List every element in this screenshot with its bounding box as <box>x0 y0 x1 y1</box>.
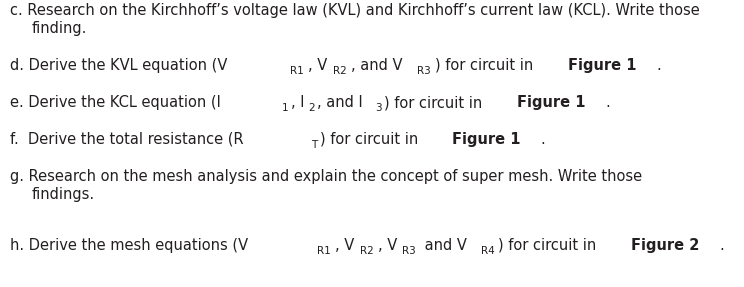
Text: 1: 1 <box>282 103 289 113</box>
Text: 2: 2 <box>308 103 315 113</box>
Text: R2: R2 <box>360 246 373 256</box>
Text: R1: R1 <box>317 246 331 256</box>
Text: and V: and V <box>420 238 467 253</box>
Text: , and V: , and V <box>351 58 403 73</box>
Text: R3: R3 <box>403 246 416 256</box>
Text: f.  Derive the total resistance (R: f. Derive the total resistance (R <box>10 132 243 147</box>
Text: .: . <box>541 132 545 147</box>
Text: d. Derive the KVL equation (V: d. Derive the KVL equation (V <box>10 58 228 73</box>
Text: 3: 3 <box>376 103 382 113</box>
Text: ) for circuit in: ) for circuit in <box>498 238 601 253</box>
Text: e. Derive the KCL equation (I: e. Derive the KCL equation (I <box>10 95 221 110</box>
Text: c. Research on the Kirchhoff’s voltage law (KVL) and Kirchhoff’s current law (KC: c. Research on the Kirchhoff’s voltage l… <box>10 3 700 18</box>
Text: Figure 1: Figure 1 <box>452 132 521 147</box>
Text: , and I: , and I <box>317 95 362 110</box>
Text: ) for circuit in: ) for circuit in <box>319 132 423 147</box>
Text: Figure 2: Figure 2 <box>631 238 699 253</box>
Text: .: . <box>656 58 661 73</box>
Text: R4: R4 <box>481 246 495 256</box>
Text: R2: R2 <box>333 66 347 76</box>
Text: ) for circuit in: ) for circuit in <box>435 58 538 73</box>
Text: , V: , V <box>335 238 354 253</box>
Text: , V: , V <box>308 58 327 73</box>
Text: g. Research on the mesh analysis and explain the concept of super mesh. Write th: g. Research on the mesh analysis and exp… <box>10 169 642 184</box>
Text: Figure 1: Figure 1 <box>517 95 586 110</box>
Text: R1: R1 <box>290 66 304 76</box>
Text: h. Derive the mesh equations (V: h. Derive the mesh equations (V <box>10 238 248 253</box>
Text: ) for circuit in: ) for circuit in <box>384 95 487 110</box>
Text: R3: R3 <box>417 66 431 76</box>
Text: findings.: findings. <box>32 187 95 202</box>
Text: , V: , V <box>378 238 397 253</box>
Text: Figure 1: Figure 1 <box>568 58 636 73</box>
Text: finding.: finding. <box>32 21 87 36</box>
Text: .: . <box>719 238 724 253</box>
Text: , I: , I <box>291 95 304 110</box>
Text: T: T <box>312 140 318 150</box>
Text: .: . <box>606 95 610 110</box>
